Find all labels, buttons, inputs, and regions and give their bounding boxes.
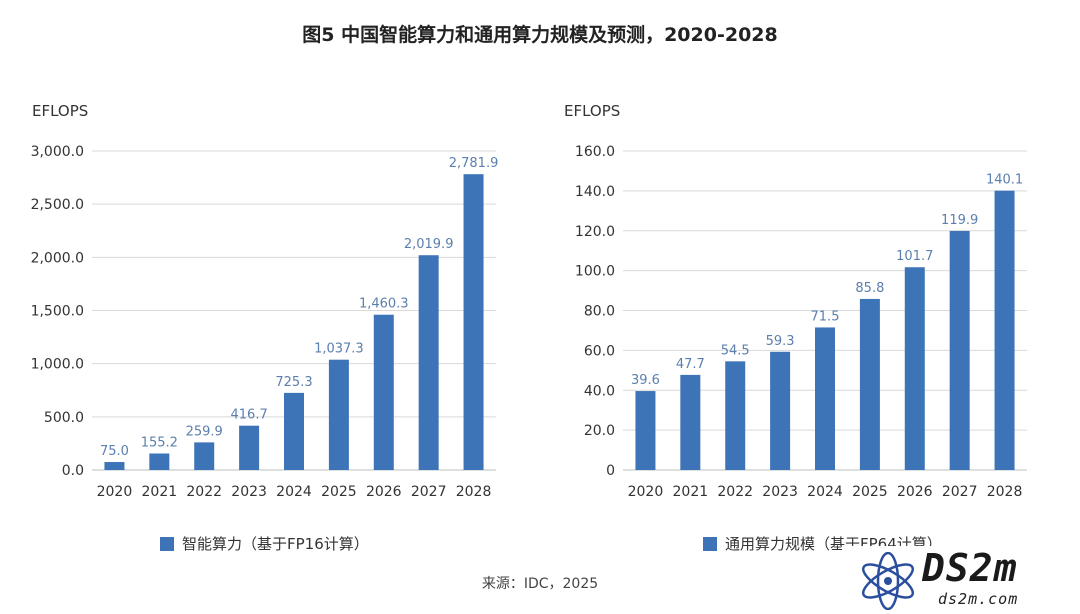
x-tick-label: 2020 — [628, 484, 664, 500]
data-label: 47.7 — [676, 357, 705, 372]
legend-label: 智能算力（基于FP16计算） — [182, 535, 369, 553]
data-label: 54.5 — [721, 343, 750, 358]
data-label: 59.3 — [766, 334, 795, 349]
y-tick-label: 160.0 — [575, 144, 615, 160]
watermark-sub: ds2m.com — [938, 590, 1019, 608]
chart-smart-compute: EFLOPS 0.0 500.0 1,000.0 1,500.0 2,000.0 2,500… — [31, 102, 499, 500]
x-tick-label: 2026 — [897, 484, 933, 500]
legend-swatch — [160, 536, 174, 551]
data-label: 39.6 — [631, 373, 660, 388]
watermark-logo: DS2m ds2m.com — [842, 546, 1080, 614]
y-tick-label: 2,000.0 — [31, 250, 84, 266]
y-tick-label: 40.0 — [584, 383, 615, 399]
x-tick-label: 2022 — [717, 484, 753, 500]
bar — [815, 327, 835, 470]
bar — [194, 442, 215, 470]
data-label: 155.2 — [141, 435, 178, 450]
x-tick-label: 2028 — [987, 484, 1023, 500]
data-label: 75.0 — [100, 444, 129, 459]
x-tick-label: 2027 — [411, 484, 447, 500]
x-tick-label: 2025 — [321, 484, 357, 500]
bar — [904, 267, 925, 470]
bar — [418, 255, 439, 470]
x-tick-label: 2023 — [231, 484, 267, 500]
x-tick-label: 2026 — [366, 484, 402, 500]
x-tick-label: 2023 — [762, 484, 798, 500]
x-tick-label: 2028 — [456, 484, 492, 500]
bar — [284, 392, 304, 470]
y-axis-label: EFLOPS — [32, 102, 88, 120]
chart-general-compute: EFLOPS 0 20.0 40.0 60.0 80.0 100.0 120.0 140.0 16… — [564, 102, 1027, 500]
legend-swatch — [703, 536, 717, 551]
bar — [373, 314, 394, 470]
y-tick-label: 20.0 — [584, 423, 615, 439]
bar — [859, 298, 880, 470]
y-tick-label: 1,500.0 — [31, 304, 84, 320]
y-tick-label: 0.0 — [62, 463, 84, 479]
atom-logo-icon — [861, 552, 915, 610]
bar — [680, 374, 701, 470]
y-tick-label: 120.0 — [575, 224, 615, 240]
source-note: 来源：IDC，2025 — [481, 576, 599, 592]
y-tick-label: 100.0 — [575, 264, 615, 280]
data-label: 101.7 — [896, 249, 933, 264]
x-tick-label: 2025 — [852, 484, 888, 500]
bar — [149, 453, 170, 470]
data-label: 725.3 — [275, 375, 312, 390]
data-label: 1,460.3 — [359, 297, 409, 312]
y-tick-label: 2,500.0 — [31, 197, 84, 213]
legend-smart-compute: 智能算力（基于FP16计算） — [160, 533, 369, 554]
bar — [463, 174, 484, 471]
y-tick-label: 0 — [606, 463, 615, 479]
data-label: 119.9 — [941, 213, 978, 228]
data-label: 71.5 — [811, 309, 840, 324]
bar — [239, 425, 260, 470]
bar — [770, 351, 791, 470]
x-tick-label: 2024 — [807, 484, 843, 500]
data-label: 416.7 — [231, 408, 268, 423]
y-tick-label: 1,000.0 — [31, 357, 84, 373]
y-tick-label: 60.0 — [584, 343, 615, 359]
bar — [725, 361, 746, 470]
y-tick-label: 80.0 — [584, 304, 615, 320]
x-tick-label: 2021 — [673, 484, 709, 500]
bar — [635, 391, 656, 470]
data-label: 2,781.9 — [449, 156, 499, 171]
x-tick-label: 2022 — [186, 484, 222, 500]
bar — [949, 230, 970, 470]
x-tick-label: 2021 — [142, 484, 178, 500]
data-label: 1,037.3 — [314, 342, 364, 357]
figure-title: 图5 中国智能算力和通用算力规模及预测，2020-2028 — [302, 24, 778, 46]
data-label: 140.1 — [986, 173, 1023, 188]
bar — [104, 462, 125, 470]
data-label: 2,019.9 — [404, 237, 454, 252]
x-tick-label: 2027 — [942, 484, 978, 500]
y-tick-label: 500.0 — [44, 410, 84, 426]
data-label: 259.9 — [186, 424, 223, 439]
bar — [328, 359, 349, 470]
y-axis-label: EFLOPS — [564, 102, 620, 120]
watermark-main: DS2m — [922, 546, 1018, 590]
x-tick-label: 2024 — [276, 484, 312, 500]
bar — [994, 190, 1015, 470]
y-tick-label: 140.0 — [575, 184, 615, 200]
data-label: 85.8 — [855, 281, 884, 296]
x-tick-label: 2020 — [97, 484, 133, 500]
y-tick-label: 3,000.0 — [31, 144, 84, 160]
